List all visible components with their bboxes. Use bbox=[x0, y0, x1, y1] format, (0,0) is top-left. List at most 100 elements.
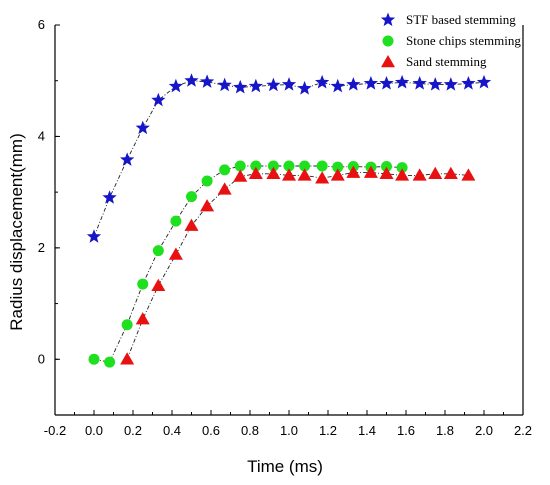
legend-label: Sand stemming bbox=[406, 54, 487, 69]
data-point bbox=[121, 319, 133, 331]
y-tick-labels: 0 2 4 6 bbox=[38, 17, 45, 366]
x-tick-label: 1.2 bbox=[319, 423, 337, 438]
y-tick-label: 2 bbox=[38, 240, 45, 255]
data-point bbox=[443, 166, 458, 180]
data-point bbox=[234, 160, 246, 172]
data-point bbox=[151, 278, 166, 291]
data-point bbox=[200, 199, 215, 212]
x-tick-label: 1.4 bbox=[358, 423, 376, 438]
x-tick-label: -0.2 bbox=[44, 423, 66, 438]
legend-item: Stone chips stemming bbox=[382, 33, 521, 48]
data-point bbox=[315, 171, 330, 184]
data-point bbox=[461, 168, 476, 181]
x-tick-label: 2.2 bbox=[514, 423, 532, 438]
y-tick-label: 6 bbox=[38, 17, 45, 32]
data-point bbox=[266, 77, 281, 92]
data-point bbox=[199, 74, 215, 88]
data-point bbox=[297, 168, 312, 181]
legend: STF based stemming Stone chips stemming Sa… bbox=[380, 12, 521, 69]
data-point bbox=[379, 166, 394, 180]
x-axis-title: Time (ms) bbox=[247, 457, 323, 476]
data-point bbox=[233, 79, 248, 94]
data-point bbox=[135, 312, 150, 325]
data-point bbox=[282, 168, 296, 181]
axis-ticks bbox=[54, 24, 524, 416]
data-point bbox=[379, 76, 394, 90]
legend-label: STF based stemming bbox=[406, 12, 516, 27]
data-point bbox=[363, 76, 379, 90]
data-point bbox=[330, 168, 345, 181]
data-point bbox=[201, 175, 213, 187]
y-tick-label: 0 bbox=[38, 351, 45, 366]
y-tick-label: 4 bbox=[38, 128, 45, 143]
series-1 bbox=[88, 160, 408, 368]
data-point bbox=[186, 191, 197, 203]
data-point bbox=[363, 165, 378, 178]
series-0 bbox=[86, 73, 492, 243]
data-point bbox=[248, 78, 263, 93]
x-tick-labels: -0.2 0.0 0.2 0.4 0.6 0.8 1.0 1.2 1.4 1.6 1.8 2.0 2.2 bbox=[44, 423, 532, 438]
data-point bbox=[476, 74, 492, 89]
x-tick-label: 1.6 bbox=[397, 423, 415, 438]
data-point bbox=[332, 161, 344, 173]
data-point bbox=[395, 168, 410, 181]
data-point bbox=[135, 120, 150, 135]
series-2 bbox=[120, 165, 476, 365]
x-tick-label: 2.0 bbox=[475, 423, 493, 438]
data-point bbox=[381, 161, 392, 173]
data-point bbox=[217, 182, 232, 195]
data-point bbox=[299, 160, 311, 172]
data-point bbox=[443, 77, 458, 91]
data-point bbox=[248, 166, 263, 180]
legend-marker bbox=[380, 12, 396, 27]
x-tick-label: 0.0 bbox=[85, 423, 103, 438]
data-point bbox=[151, 92, 166, 107]
legend-marker bbox=[382, 35, 394, 47]
y-axis-title: Radius displacement(mm) bbox=[7, 133, 26, 330]
data-point bbox=[346, 165, 361, 178]
x-tick-label: 0.8 bbox=[241, 423, 259, 438]
x-tick-label: 0.4 bbox=[163, 423, 181, 438]
data-point bbox=[394, 74, 410, 89]
data-point bbox=[219, 164, 231, 176]
data-point bbox=[168, 78, 184, 93]
legend-label: Stone chips stemming bbox=[406, 33, 521, 48]
data-point bbox=[250, 160, 262, 172]
data-point bbox=[412, 168, 427, 181]
data-point bbox=[102, 190, 117, 204]
data-point bbox=[170, 215, 182, 227]
data-point bbox=[412, 76, 427, 90]
data-point bbox=[297, 81, 312, 95]
data-point bbox=[266, 166, 281, 180]
data-point bbox=[120, 152, 135, 166]
data-point bbox=[461, 76, 476, 90]
data-point bbox=[88, 353, 100, 365]
data-point bbox=[233, 169, 248, 182]
data-point bbox=[428, 166, 443, 180]
data-point bbox=[281, 77, 297, 91]
data-point bbox=[315, 74, 330, 89]
data-point bbox=[283, 160, 295, 172]
data-point bbox=[168, 247, 183, 260]
series-line bbox=[93, 80, 485, 237]
data-point bbox=[184, 73, 199, 87]
series-line bbox=[126, 172, 469, 360]
legend-marker bbox=[381, 55, 395, 68]
data-point bbox=[316, 160, 328, 172]
legend-item: STF based stemming bbox=[380, 12, 516, 27]
data-point bbox=[184, 218, 199, 231]
x-tick-label: 1.8 bbox=[436, 423, 454, 438]
series-group bbox=[86, 73, 492, 368]
data-point bbox=[104, 356, 116, 368]
data-point bbox=[330, 78, 345, 93]
data-point bbox=[428, 77, 443, 91]
data-point bbox=[396, 162, 408, 174]
x-tick-label: 0.6 bbox=[202, 423, 220, 438]
data-point bbox=[267, 160, 279, 172]
data-point bbox=[217, 77, 232, 92]
x-tick-label: 0.2 bbox=[124, 423, 142, 438]
data-point bbox=[152, 245, 164, 257]
data-point bbox=[86, 229, 102, 243]
data-point bbox=[346, 77, 361, 91]
